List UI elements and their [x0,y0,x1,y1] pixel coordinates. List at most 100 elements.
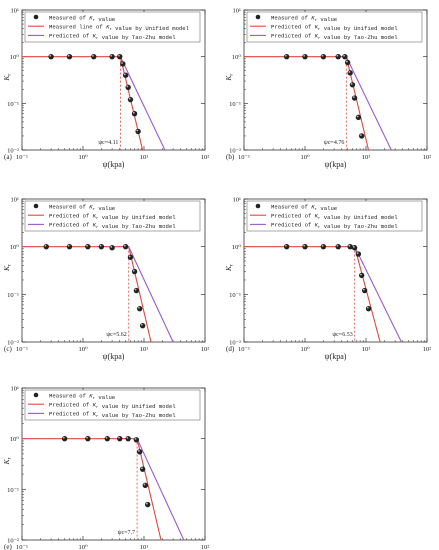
plot-frame [21,9,206,151]
legend-marker-measured [33,14,39,20]
measured-point [109,53,115,60]
legend-marker-measured [33,203,39,209]
measured-point [351,245,358,251]
measured-point-highlight [359,134,362,136]
panel-label: (c) [4,345,12,353]
measured-point [335,53,341,60]
measured-point [43,243,49,250]
measured-point-highlight [123,244,126,247]
measured-point-highlight [356,115,359,118]
measured-point-highlight [140,323,143,326]
chart-panel-2: 10⁻¹ 10⁰ 10¹ 10²10⁻²10⁻¹10⁰10¹ψ(kpa)Kr(b)ψc… [224,8,431,170]
measured-point [109,245,115,251]
x-tick-label: 10⁻¹ [238,154,250,161]
measured-point [355,114,362,121]
measured-point-highlight [140,467,143,470]
legend-box [246,11,423,43]
y-axis-label: Kr [2,74,13,82]
measured-point-highlight [110,54,113,57]
plot-frame [21,198,206,343]
legend-entry: Predicted of Kr value by Tao-Zhu model [49,33,176,42]
measured-point [320,243,327,250]
tao-zhu-model-line [354,246,402,343]
y-tick-label: 10⁰ [10,54,20,61]
chart-panel-5: 10⁻¹10⁰10¹10²10⁻²10⁻¹10⁰10¹ψ(kpa)Kr(e)ψc… [2,386,209,550]
measured-point [283,53,290,60]
y-tick-label: 10⁻² [7,148,19,155]
measured-point-highlight [134,288,137,291]
chart-panel-3: 10⁻¹ 10⁰ 10¹ 10²10⁻²10⁻¹10⁰10¹ψ(kpa)Kr(c)ψc… [2,197,209,362]
measured-point-highlight [128,97,131,100]
measured-point-highlight [123,73,126,76]
measured-point [125,435,131,442]
tao-zhu-model-line [345,56,392,151]
measured-point-highlight [118,54,120,57]
x-tick-label: 10¹ [362,154,371,161]
legend-entry: Measured of Kr value [49,392,115,401]
measured-point [358,272,365,279]
measured-point [98,243,105,250]
measured-point [48,53,54,60]
panel-label: (b) [226,153,235,161]
threshold-label: ψc=6.53 [332,332,352,338]
measured-point [104,435,110,442]
measured-point [127,254,134,260]
x-tick-label: 10⁰ [78,154,88,161]
threshold-label: ψc=5.62 [106,332,126,338]
x-tick-label: 10⁰ [78,346,88,353]
tao-zhu-model-line [128,246,174,343]
measured-point [66,53,73,60]
measured-point-highlight [359,273,362,276]
legend-entry: Predicted of Kr value by Tao-Zhu model [271,222,398,231]
measured-point-highlight [137,306,140,309]
measured-point [335,243,341,250]
measured-point-highlight [284,244,287,247]
panel-label: (d) [226,345,235,353]
x-axis-label: ψ(kpa) [325,352,347,361]
unified-model-line [244,246,381,343]
legend-entry: Predicted of Kr value by Tao-Zhu model [271,33,398,42]
legend-entry: Predicted of Kr value by Tao-Zhu model [49,222,176,231]
measured-point-highlight [352,96,355,99]
measured-point-highlight [118,436,120,439]
measured-point-highlight [67,244,70,247]
measured-point-highlight [126,436,129,439]
measured-point [131,268,138,275]
x-tick-label: 10⁻¹ [16,544,28,550]
y-tick-label: 10⁰ [10,436,20,443]
y-axis-label: Kr [2,264,13,272]
legend-entry: Measured of Kr value [49,14,115,23]
measured-point-highlight [336,244,339,247]
measured-point-highlight [362,288,365,291]
measured-point-highlight [350,82,353,85]
measured-point [135,128,141,135]
unified-model-line [22,56,144,151]
legend-entry: Measured of Kr value [271,203,337,212]
legend-box [24,11,201,43]
measured-point-highlight [343,54,345,57]
x-tick-label: 10² [423,346,432,353]
measured-point [320,53,327,60]
plot-frame [243,9,428,151]
measured-point [145,501,151,508]
x-tick-label: 10¹ [140,346,149,353]
y-tick-label: 10¹ [233,197,242,204]
y-tick-label: 10⁻² [229,340,241,347]
measured-point [139,466,146,472]
measured-point-highlight [303,54,306,57]
y-tick-label: 10¹ [11,8,20,15]
measured-point [61,435,68,442]
measured-point [355,251,362,257]
measured-point-highlight [284,54,287,57]
y-tick-label: 10⁻² [7,538,19,545]
x-tick-label: 10⁰ [78,544,88,550]
measured-point-highlight [62,436,65,439]
y-tick-label: 10¹ [11,386,20,393]
measured-point [122,243,129,250]
measured-point [133,287,140,294]
measured-point-highlight [134,437,137,440]
x-tick-label: 10¹ [140,154,149,161]
measured-point-highlight [321,244,324,247]
legend-entry: Measured of Kr value [49,203,115,212]
